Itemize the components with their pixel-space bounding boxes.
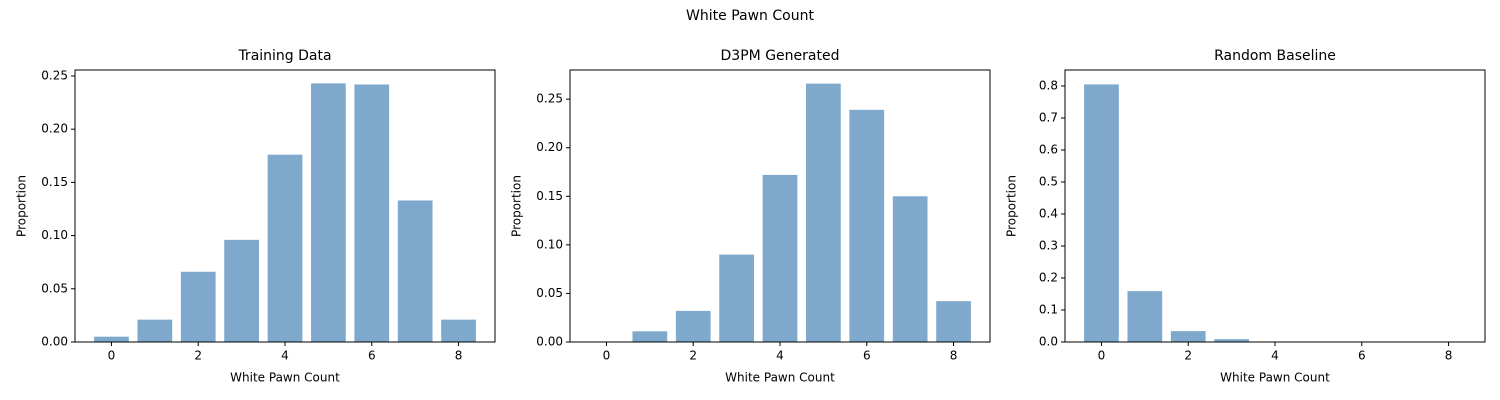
chart-title: D3PM Generated [721, 48, 840, 64]
x-axis-label: White Pawn Count [1220, 371, 1330, 385]
y-tick-label: 0.3 [1039, 239, 1058, 253]
y-tick-label: 0.00 [41, 335, 68, 349]
chart-title: Random Baseline [1214, 48, 1336, 64]
x-tick-label: 6 [368, 349, 376, 363]
bar [1214, 339, 1249, 342]
bar [224, 239, 259, 342]
x-tick-label: 8 [950, 349, 958, 363]
bar [180, 271, 216, 342]
bar [675, 310, 711, 342]
figure-title: White Pawn Count [686, 8, 814, 24]
bar [632, 331, 668, 342]
y-tick-label: 0.15 [41, 175, 68, 189]
y-axis-label: Proportion [1005, 175, 1019, 237]
y-tick-label: 0.25 [41, 68, 68, 82]
y-tick-label: 0.10 [536, 237, 563, 251]
x-tick-label: 4 [776, 349, 784, 363]
chart-title: Training Data [237, 48, 331, 64]
bar [267, 154, 303, 342]
x-tick-label: 2 [689, 349, 697, 363]
bar [806, 83, 841, 342]
y-tick-label: 0.4 [1039, 207, 1058, 221]
y-tick-label: 0.05 [41, 281, 68, 295]
x-tick-label: 2 [194, 349, 202, 363]
x-tick-label: 6 [863, 349, 871, 363]
bar [719, 254, 754, 342]
y-tick-label: 0.6 [1039, 143, 1058, 157]
x-tick-label: 8 [455, 349, 463, 363]
x-tick-label: 0 [603, 349, 611, 363]
y-tick-label: 0.7 [1039, 111, 1058, 125]
y-axis-label: Proportion [15, 175, 29, 237]
bar [1084, 84, 1119, 343]
x-tick-label: 4 [1271, 349, 1279, 363]
y-tick-label: 0.15 [536, 189, 563, 203]
x-tick-label: 4 [281, 349, 289, 363]
x-axis-label: White Pawn Count [725, 371, 835, 385]
bar [441, 319, 476, 342]
bar [1170, 331, 1206, 342]
y-tick-label: 0.00 [536, 335, 563, 349]
y-tick-label: 0.0 [1039, 335, 1058, 349]
y-tick-label: 0.25 [536, 92, 563, 106]
y-tick-label: 0.2 [1039, 271, 1058, 285]
y-axis-label: Proportion [510, 175, 524, 237]
bar [1127, 291, 1163, 342]
y-tick-label: 0.5 [1039, 175, 1058, 189]
bar [354, 84, 390, 343]
x-tick-label: 8 [1445, 349, 1453, 363]
bar [892, 196, 928, 342]
y-tick-label: 0.05 [536, 286, 563, 300]
bar [849, 109, 885, 342]
bar [94, 336, 129, 342]
y-tick-label: 0.20 [41, 122, 68, 136]
x-axis-label: White Pawn Count [230, 371, 340, 385]
bar [311, 83, 346, 342]
y-tick-label: 0.20 [536, 140, 563, 154]
bar [762, 174, 798, 342]
y-tick-label: 0.1 [1039, 303, 1058, 317]
y-tick-label: 0.10 [41, 228, 68, 242]
x-tick-label: 2 [1184, 349, 1192, 363]
x-tick-label: 0 [108, 349, 116, 363]
y-tick-label: 0.8 [1039, 79, 1058, 93]
x-tick-label: 6 [1358, 349, 1366, 363]
bar [397, 200, 433, 342]
x-tick-label: 0 [1098, 349, 1106, 363]
bar [137, 319, 173, 342]
bar [936, 301, 971, 342]
